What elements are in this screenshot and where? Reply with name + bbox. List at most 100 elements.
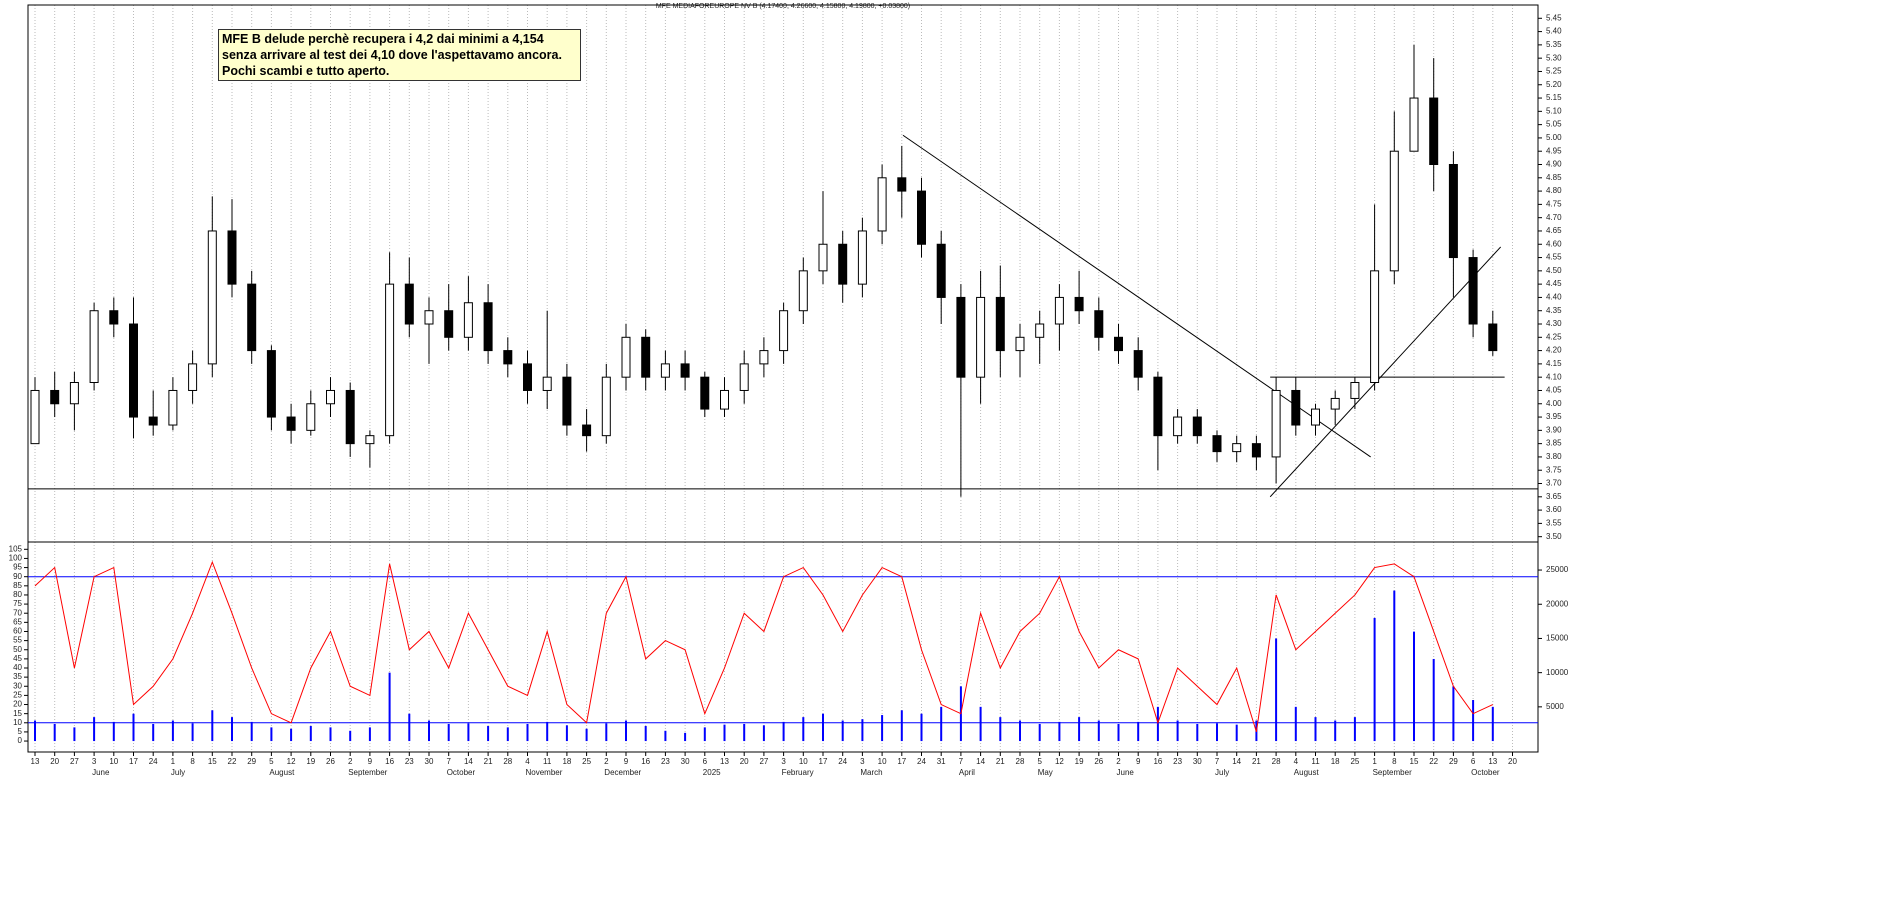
- candle-body: [1448, 164, 1458, 259]
- x-tick-label: 14: [464, 757, 473, 766]
- month-label: October: [1471, 768, 1500, 777]
- trend-line: [1269, 246, 1502, 498]
- y2-tick-label: 10000: [1546, 668, 1569, 677]
- candle-body: [69, 381, 79, 405]
- month-label: 2025: [703, 768, 721, 777]
- candle-body: [1468, 257, 1478, 325]
- x-tick-label: 16: [641, 757, 650, 766]
- volume-bar: [152, 723, 155, 742]
- volume-bar: [1413, 631, 1415, 742]
- candle-body: [838, 243, 848, 285]
- x-tick-label: 12: [287, 757, 296, 766]
- y-tick-label: 4.35: [1546, 306, 1562, 315]
- candle-body: [424, 310, 434, 325]
- x-tick-label: 9: [368, 757, 373, 766]
- x-tick-label: 19: [1075, 757, 1084, 766]
- x-tick-label: 15: [1410, 757, 1419, 766]
- y2-tick-label: 15000: [1546, 634, 1569, 643]
- month-label: July: [171, 768, 185, 777]
- candle-body: [404, 283, 414, 325]
- candle-body: [266, 350, 276, 418]
- volume-bar: [132, 713, 135, 742]
- x-tick-label: 30: [681, 757, 690, 766]
- volume-bar: [605, 723, 608, 742]
- volume-bar: [1176, 720, 1179, 742]
- x-tick-label: 20: [740, 757, 749, 766]
- volume-bar: [231, 717, 233, 742]
- candle-body: [1251, 443, 1261, 458]
- x-tick-label: 13: [1488, 757, 1497, 766]
- candle-body: [976, 296, 986, 378]
- annotation-line: Pochi scambi e tutto aperto.: [222, 64, 390, 78]
- candle-body: [306, 403, 316, 431]
- candle-body: [1311, 408, 1320, 426]
- volume-bar: [487, 726, 490, 742]
- osc-tick-label: 50: [13, 645, 22, 654]
- candle-body: [109, 310, 119, 325]
- candle-body: [720, 389, 729, 410]
- x-tick-label: 17: [897, 757, 906, 766]
- volume-bar: [447, 723, 450, 742]
- candle-body: [1015, 336, 1025, 352]
- volume-bar: [546, 721, 549, 742]
- candle-body: [798, 270, 808, 312]
- x-tick-label: 14: [1232, 757, 1241, 766]
- volume-bar: [428, 720, 430, 742]
- annotation-line: senza arrivare al test dei 4,10 dove l'a…: [222, 48, 562, 62]
- y-tick-label: 4.10: [1546, 372, 1562, 381]
- x-tick-label: 18: [562, 757, 571, 766]
- annotation-line: MFE B delude perchè recupera i 4,2 dai m…: [222, 32, 544, 46]
- volume-bar: [53, 723, 56, 742]
- volume-bar: [73, 727, 76, 742]
- osc-tick-label: 90: [13, 572, 22, 581]
- volume-bar: [1353, 717, 1356, 742]
- x-tick-label: 9: [624, 757, 629, 766]
- osc-tick-label: 0: [18, 736, 23, 745]
- osc-tick-label: 5: [18, 727, 23, 736]
- x-tick-label: 26: [1094, 757, 1103, 766]
- osc-tick-label: 80: [13, 590, 22, 599]
- x-tick-label: 24: [149, 757, 158, 766]
- y-tick-label: 3.50: [1546, 532, 1562, 541]
- volume-bar: [1019, 720, 1021, 742]
- candle-body: [1291, 389, 1301, 426]
- x-tick-label: 3: [781, 757, 786, 766]
- candle-body: [227, 230, 237, 285]
- volume-bar: [368, 727, 371, 742]
- volume-bar: [644, 726, 647, 742]
- candle-body: [582, 424, 592, 437]
- osc-tick-label: 25: [13, 691, 22, 700]
- y-tick-label: 3.55: [1546, 519, 1562, 528]
- candle-body: [562, 376, 572, 426]
- volume-bar: [290, 728, 293, 742]
- osc-tick-label: 15: [13, 709, 22, 718]
- y-tick-label: 3.80: [1546, 452, 1562, 461]
- volume-bar: [585, 728, 588, 742]
- y-tick-label: 4.75: [1546, 199, 1562, 208]
- candle-body: [1192, 416, 1202, 437]
- volume-bar: [34, 720, 36, 742]
- candle-body: [1212, 435, 1222, 453]
- candle-body: [1370, 270, 1380, 383]
- volume-bar: [1058, 721, 1061, 742]
- month-label: October: [447, 768, 476, 777]
- x-tick-label: 23: [405, 757, 414, 766]
- candle-body: [247, 283, 257, 352]
- x-tick-label: 21: [1252, 757, 1261, 766]
- y-tick-label: 5.15: [1546, 93, 1562, 102]
- volume-bar: [1452, 686, 1455, 742]
- volume-bar: [1097, 720, 1100, 742]
- volume-bar: [270, 727, 273, 742]
- x-tick-label: 21: [996, 757, 1005, 766]
- x-tick-label: 3: [92, 757, 97, 766]
- x-tick-label: 21: [484, 757, 493, 766]
- x-tick-label: 30: [1193, 757, 1202, 766]
- y-tick-label: 3.95: [1546, 412, 1562, 421]
- osc-tick-label: 10: [13, 718, 22, 727]
- x-tick-label: 7: [1215, 757, 1220, 766]
- candle-body: [1094, 310, 1104, 338]
- volume-bar: [506, 727, 509, 742]
- candle-body: [897, 177, 907, 192]
- candle-body: [463, 302, 473, 338]
- candle-body: [345, 389, 355, 445]
